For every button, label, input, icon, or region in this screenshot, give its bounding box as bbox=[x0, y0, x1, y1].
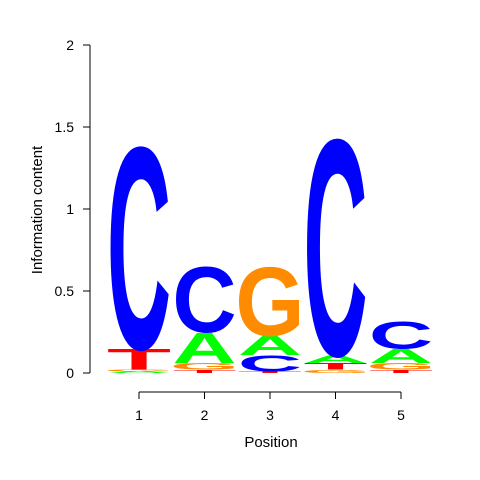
logo-letter-a: A bbox=[303, 353, 367, 366]
logo-letter-g: G bbox=[235, 246, 304, 356]
logo-letter-g: G bbox=[301, 369, 370, 374]
x-axis-label: Position bbox=[244, 434, 297, 451]
x-tick-label: 1 bbox=[135, 407, 143, 423]
x-tick-label: 5 bbox=[397, 407, 405, 423]
x-tick-label: 4 bbox=[332, 407, 340, 423]
logo-letter-t: T bbox=[107, 343, 171, 376]
logo-letter-t: T bbox=[369, 369, 433, 374]
logo-letter-t: T bbox=[238, 371, 302, 374]
logo-letter-t: T bbox=[172, 369, 236, 374]
y-axis: 0 0.5 1 1.5 2 bbox=[55, 37, 91, 381]
logo-letter-a: A bbox=[369, 345, 433, 368]
logo-letter-c: C bbox=[369, 313, 433, 356]
y-tick-label: 0.5 bbox=[55, 283, 75, 299]
logo-letter-c: C bbox=[172, 248, 236, 352]
logo-letter-g: G bbox=[104, 369, 173, 372]
y-tick-label: 0 bbox=[66, 365, 74, 381]
x-tick-label: 2 bbox=[201, 407, 209, 423]
y-tick-label: 1 bbox=[66, 201, 74, 217]
logo-letter-t: T bbox=[303, 362, 367, 372]
logo-letter-c: C bbox=[238, 351, 302, 377]
x-tick-label: 3 bbox=[266, 407, 274, 423]
y-tick-label: 2 bbox=[66, 37, 74, 53]
logo-letter-a: A bbox=[107, 371, 171, 374]
logo-letter-a: A bbox=[172, 324, 236, 372]
logo-letter-g: G bbox=[366, 362, 435, 372]
x-axis: 1 2 3 4 5 bbox=[135, 391, 405, 423]
logo-letter-g: G bbox=[170, 362, 239, 372]
logo-letter-c: C bbox=[303, 76, 367, 421]
logo-letter-a: A bbox=[238, 330, 302, 361]
y-tick-label: 1.5 bbox=[55, 119, 75, 135]
logo-letter-c: C bbox=[107, 87, 171, 410]
y-axis-label: Information content bbox=[29, 145, 46, 274]
